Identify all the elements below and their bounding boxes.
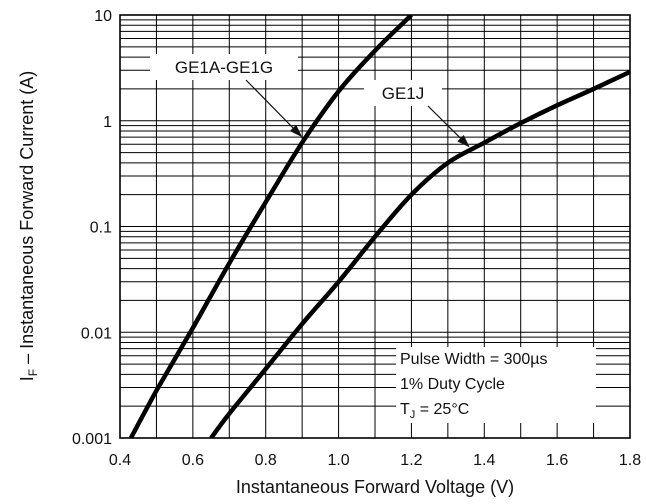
curves — [128, 15, 630, 438]
x-tick-label: 1.4 — [473, 452, 495, 469]
y-tick-label: 0.01 — [81, 325, 112, 342]
note-duty-cycle: 1% Duty Cycle — [400, 376, 505, 393]
x-axis-title: Instantaneous Forward Voltage (V) — [236, 477, 514, 497]
y-axis-title: IF – Instantaneous Forward Current (A) — [17, 71, 40, 382]
y-tick-labels: 0.001 0.01 0.1 1 10 — [72, 8, 112, 448]
note-pulse-width: Pulse Width = 300µs — [400, 351, 548, 368]
y-tick-label: 1 — [103, 114, 112, 131]
y-tick-label: 0.1 — [90, 220, 112, 237]
x-tick-label: 1.6 — [546, 452, 568, 469]
label-b-leader — [427, 105, 461, 139]
y-tick-label: 0.001 — [72, 431, 112, 448]
x-tick-label: 1.8 — [619, 452, 641, 469]
series-label-ge1a-ge1g: GE1A-GE1G — [175, 58, 273, 77]
plot-frame — [119, 14, 631, 439]
label-a-arrowhead — [289, 124, 303, 138]
label-a-background — [150, 54, 298, 80]
note-junction-temp: TJ = 25°C — [400, 401, 469, 421]
label-b-background — [364, 80, 442, 106]
y-tick-label: 10 — [94, 8, 112, 25]
x-tick-label: 0.8 — [255, 452, 277, 469]
curve-ge1a-ge1g — [128, 15, 413, 438]
conditions-note-background — [396, 347, 596, 423]
x-tick-label: 1.0 — [327, 452, 349, 469]
curve-ge1j — [209, 69, 630, 438]
x-tick-labels: 0.4 0.6 0.8 1.0 1.2 1.4 1.6 1.8 — [109, 452, 641, 469]
series-label-ge1j: GE1J — [382, 84, 425, 103]
x-tick-label: 0.4 — [109, 452, 131, 469]
x-tick-label: 1.2 — [400, 452, 422, 469]
x-tick-label: 0.6 — [182, 452, 204, 469]
label-a-leader — [245, 79, 294, 129]
label-b-arrowhead — [457, 135, 470, 148]
